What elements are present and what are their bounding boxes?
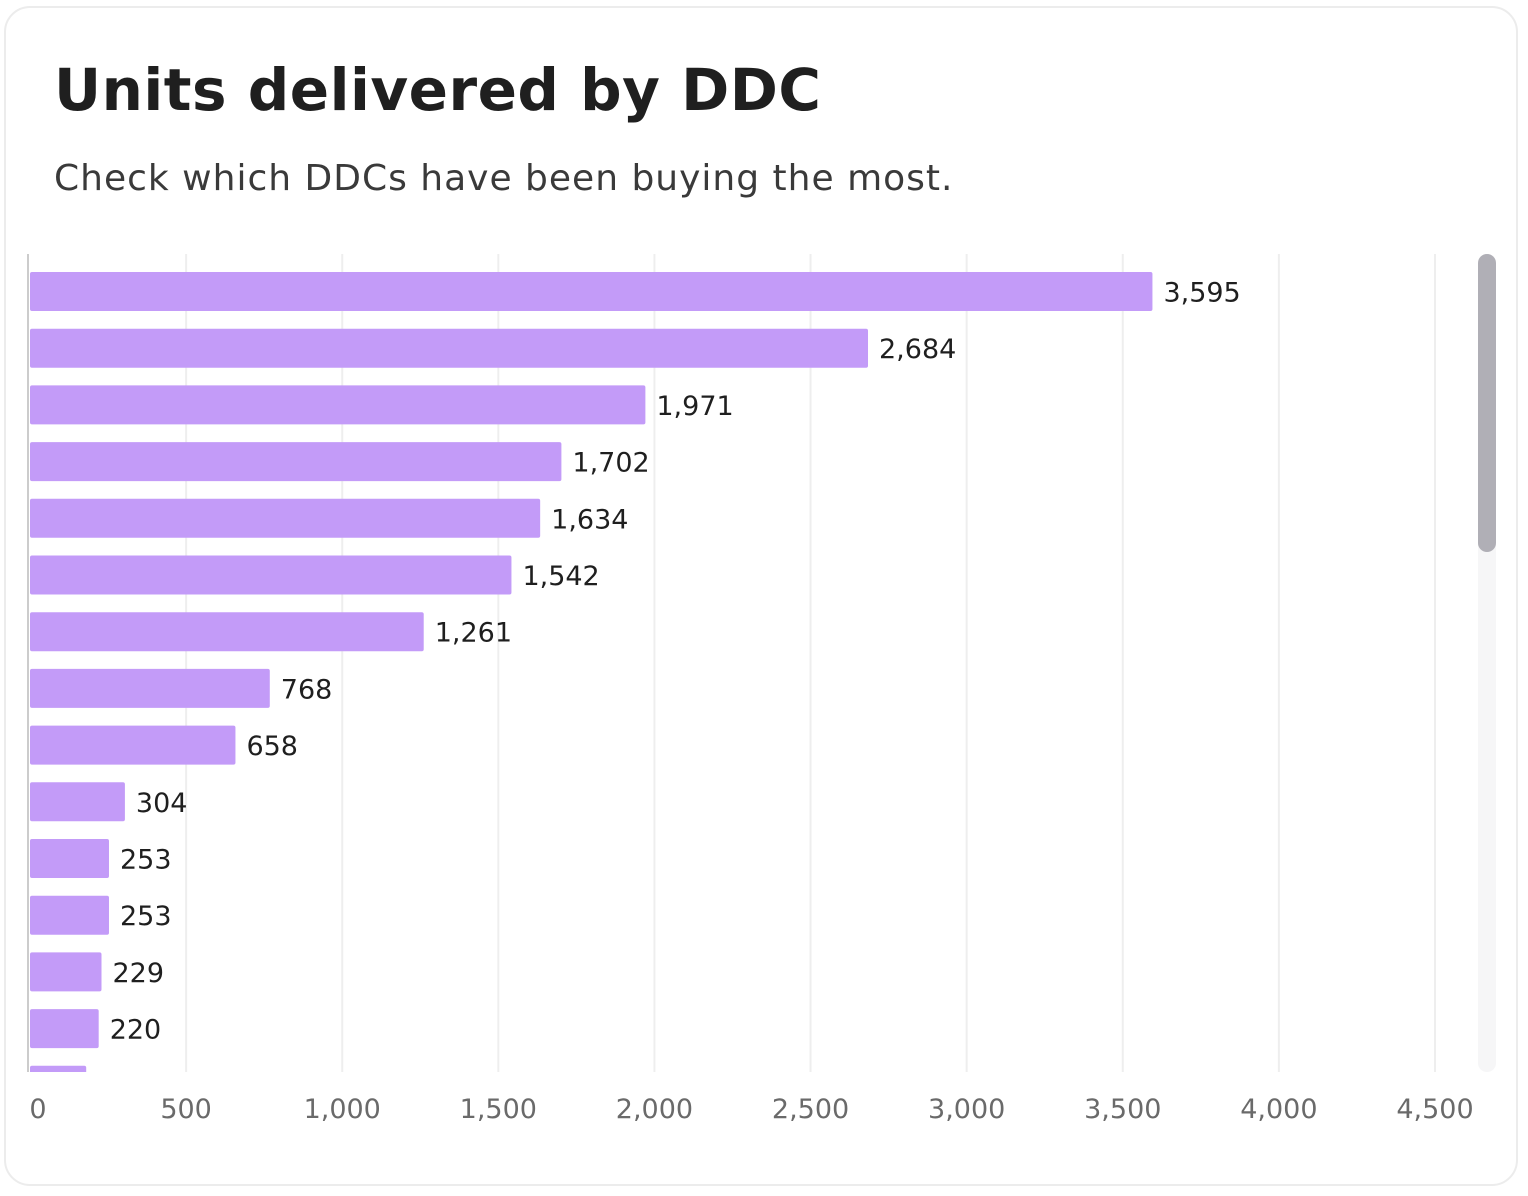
chart-card: Units delivered by DDC Check which DDCs … (4, 6, 1518, 1186)
bar-value-label: 253 (120, 845, 172, 876)
scrollbar-thumb[interactable] (1478, 254, 1496, 552)
axes: 0 500 1,000 1,500 2,000 2,500 3,000 3,500 4,000 4… (27, 254, 1474, 1125)
bar[interactable] (30, 272, 1153, 311)
bar-value-label: 1,542 (522, 561, 599, 592)
bar-value-label: 3,595 (1163, 278, 1240, 309)
bar[interactable] (30, 385, 646, 425)
chart-title: Units delivered by DDC (54, 56, 822, 124)
bar-value-label: 1,702 (572, 448, 649, 479)
bar[interactable] (30, 1065, 87, 1105)
x-tick-label: 2,500 (772, 1094, 849, 1125)
bar-value-label: 253 (120, 901, 172, 932)
x-tick-label: 2,000 (616, 1094, 693, 1125)
bar[interactable] (30, 952, 102, 992)
chart-scrollbar[interactable] (1478, 254, 1496, 1072)
x-tick-label: 4,500 (1396, 1094, 1473, 1125)
bar-value-label: 1,971 (656, 391, 733, 422)
bar-value-label: 658 (246, 731, 298, 762)
bar[interactable] (30, 839, 109, 878)
x-tick-label: 500 (160, 1094, 212, 1125)
chart-subtitle: Check which DDCs have been buying the mo… (54, 158, 954, 199)
bar-value-label: 1,634 (551, 504, 628, 535)
bar-value-label: 768 (281, 674, 333, 705)
bar[interactable] (30, 725, 236, 765)
bar[interactable] (30, 612, 424, 652)
bar[interactable] (30, 668, 270, 708)
x-tick-label: 1,500 (460, 1094, 537, 1125)
bar[interactable] (30, 895, 109, 935)
bar[interactable] (30, 555, 512, 595)
bar-value-label: 2,684 (879, 334, 956, 365)
bar-value-label: 220 (110, 1015, 162, 1046)
x-tick-label: 3,500 (1084, 1094, 1161, 1125)
bar[interactable] (30, 1009, 99, 1049)
x-tick-label: 1,000 (304, 1094, 381, 1125)
bar[interactable] (30, 498, 541, 538)
bar[interactable] (30, 442, 562, 482)
bar-value-label: 229 (112, 958, 164, 989)
gridlines (185, 254, 1436, 1072)
bar[interactable] (30, 782, 125, 822)
x-tick-label: 4,000 (1240, 1094, 1317, 1125)
bar[interactable] (30, 328, 869, 368)
x-tick-label: 0 (29, 1094, 46, 1125)
bar-value-label: 304 (136, 788, 188, 819)
x-tick-label: 3,000 (928, 1094, 1005, 1125)
bar-value-label: 1,261 (435, 618, 512, 649)
